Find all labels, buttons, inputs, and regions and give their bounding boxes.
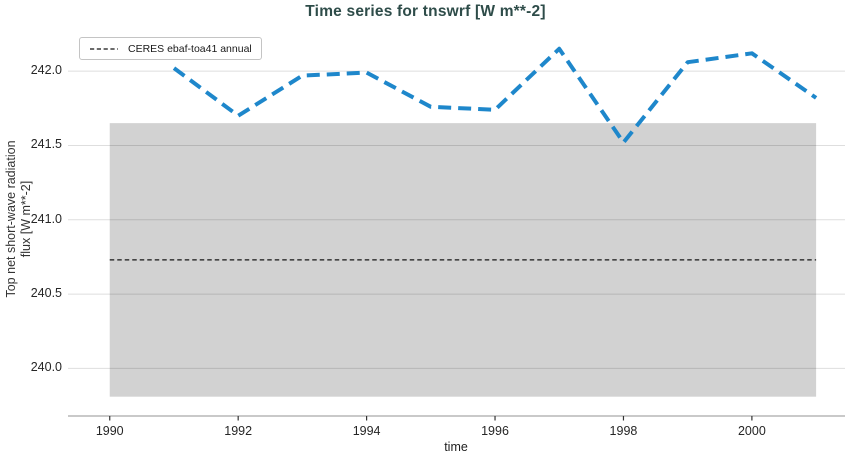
y-tick-label: 242.0 [30, 63, 62, 78]
y-axis-label: Top net short-wave radiation flux [W m**… [4, 140, 34, 297]
series-line-tnswrf [172, 46, 818, 145]
y-tick-label: 241.0 [30, 211, 62, 226]
x-axis-label: time [444, 440, 468, 454]
y-axis-label-line2: flux [W m**-2] [19, 180, 33, 258]
y-axis-label-line1: Top net short-wave radiation [4, 140, 18, 298]
y-tick-label: 240.5 [30, 286, 62, 301]
x-tick-label: 1998 [609, 424, 638, 438]
x-tick-label: 2000 [737, 424, 766, 438]
legend: CERES ebaf-toa41 annual [79, 37, 262, 60]
y-tick-label: 240.0 [30, 360, 62, 375]
y-tick-label: 241.5 [30, 137, 62, 152]
x-tick-label: 1994 [352, 424, 381, 438]
dashed-line-icon [90, 47, 118, 50]
legend-label: CERES ebaf-toa41 annual [128, 42, 252, 55]
x-tick-label: 1990 [95, 424, 124, 438]
x-tick-label: 1992 [224, 424, 253, 438]
chart-title: Time series for tnswrf [W m**-2] [305, 3, 546, 20]
x-tick-label: 1996 [481, 424, 509, 438]
